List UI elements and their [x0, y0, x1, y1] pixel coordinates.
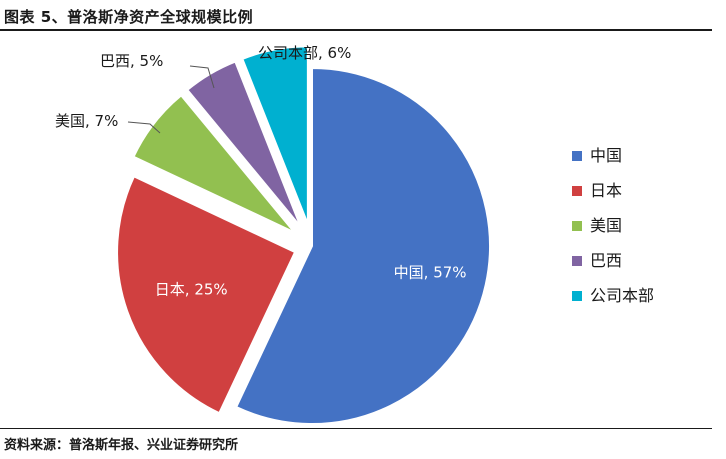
leader-lines [127, 65, 215, 134]
source-note: 资料来源：普洛斯年报、兴业证券研究所 [4, 438, 239, 453]
data-label-2: 美国, 7% [55, 112, 118, 130]
pie-slice-0 [234, 66, 491, 425]
legend-label-0: 中国 [590, 146, 622, 165]
pie-slice-4 [241, 45, 309, 225]
legend-label-3: 巴西 [590, 251, 622, 270]
legend-label-4: 公司本部 [590, 286, 654, 305]
leader-line-3 [189, 65, 215, 89]
legend-swatch-3 [572, 256, 582, 266]
figure-title: 图表 5、普洛斯净资产全球规模比例 [4, 8, 254, 26]
source-rule [0, 428, 712, 429]
data-label-1: 日本, 25% [155, 280, 228, 298]
data-label-4: 公司本部, 6% [258, 44, 351, 62]
data-label-3: 巴西, 5% [100, 52, 163, 70]
legend-swatch-2 [572, 221, 582, 231]
legend-swatch-0 [572, 151, 582, 161]
legend-label-1: 日本 [590, 181, 622, 200]
pie-slices [116, 45, 491, 425]
legend-label-2: 美国 [590, 216, 622, 235]
legend-swatch-4 [572, 291, 582, 301]
legend-swatch-1 [572, 186, 582, 196]
pie-slice-2 [132, 93, 296, 234]
pie-slice-1 [116, 174, 297, 415]
data-labels: 中国, 57% 日本, 25% 美国, 7% 巴西, 5% 公司本部, 6% [55, 44, 467, 298]
data-label-0: 中国, 57% [394, 263, 467, 281]
title-rule [0, 29, 712, 31]
leader-line-2 [127, 121, 161, 134]
